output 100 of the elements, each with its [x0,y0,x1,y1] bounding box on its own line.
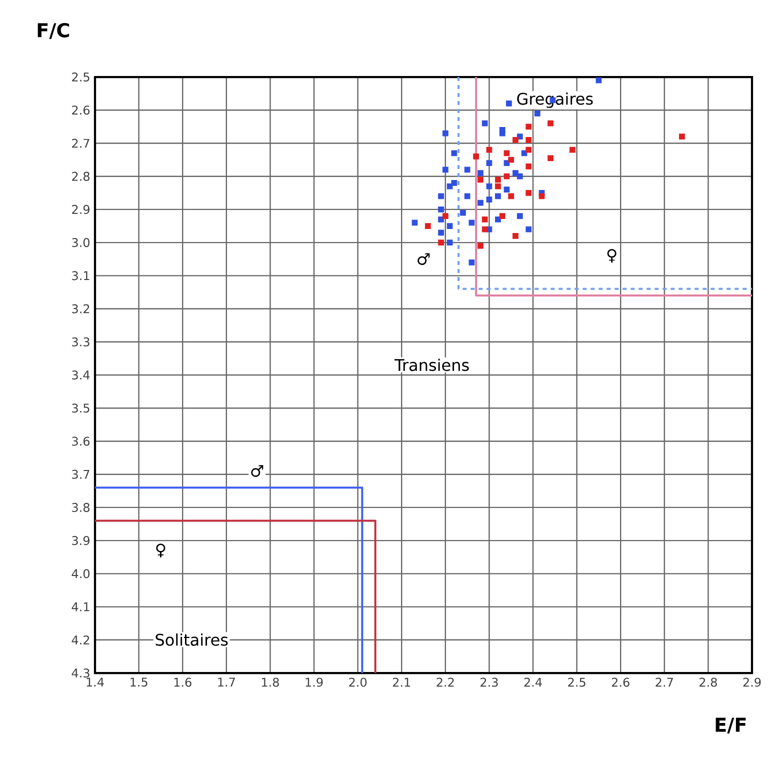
point [482,226,488,232]
x-tick-label: 1.5 [130,678,148,687]
point [438,240,444,246]
point [526,226,532,232]
x-tick-label: 1.8 [262,678,279,687]
point [438,206,444,212]
annotation: ♀ [156,544,166,558]
y-tick-label: 2.8 [72,172,90,181]
y-tick-label: 2.7 [72,138,90,148]
point [478,200,484,206]
y-tick-label: 2.6 [72,106,90,115]
point [442,166,448,173]
y-tick-label: 3.8 [72,502,90,512]
point [446,223,453,229]
point [446,183,453,190]
x-tick-label: 2.1 [392,678,410,687]
point [495,183,501,190]
x-tick-label: 2.8 [700,678,717,687]
y-tick-label: 4.0 [72,569,90,578]
x-tick-label: 2.0 [349,678,367,687]
point [526,124,532,130]
x-tick-label: 2.5 [568,678,586,687]
point [538,193,545,200]
point [534,110,540,116]
point [473,154,479,160]
point [451,150,458,156]
point [678,134,685,140]
point [451,180,458,186]
y-tick-label: 3.1 [72,271,90,280]
y-tick-label: 3.0 [72,238,90,248]
point [512,170,518,176]
point [442,213,448,220]
point [512,136,518,143]
x-tick-label: 1.4 [86,678,104,686]
annotation: Gregaires [517,92,593,108]
point [486,196,492,202]
point [512,233,518,239]
annotation: Solitaires [156,633,228,646]
point [482,120,488,126]
point [486,183,492,190]
annotation: Transiens [394,358,469,372]
annotation: ♂ [418,253,430,265]
point [464,193,470,200]
point [438,193,444,200]
point [508,156,514,163]
point [482,216,488,222]
x-tick-label: 1.6 [174,678,192,687]
point [526,146,532,153]
x-axis-title: E/F [716,718,746,734]
point [516,213,523,220]
x-tick-label: 2.7 [656,678,673,687]
point [460,210,466,216]
point [478,242,484,249]
point [464,166,470,173]
point [506,100,512,106]
point [596,77,602,84]
point [508,193,514,200]
point [412,220,418,226]
x-tick-label: 2.2 [436,678,454,687]
y-tick-label: 3.4 [72,370,90,380]
y-tick-label: 4.1 [72,602,90,612]
y-tick-label: 2.9 [72,204,90,214]
point [495,193,501,200]
point [548,120,554,126]
point [424,223,431,229]
point [526,190,532,196]
point [504,150,510,156]
point [504,186,510,193]
y-axis-title: F/C [38,22,70,39]
point [495,216,501,222]
point [486,160,492,166]
y-tick-label: 2.5 [72,72,90,82]
y-tick-label: 3.5 [72,404,90,413]
point [526,136,532,143]
annotation: ♂ [251,465,264,477]
point [446,240,453,246]
point [526,163,532,170]
x-tick-label: 2.6 [612,678,630,687]
point [478,170,484,176]
point [438,216,444,222]
point [499,213,506,220]
y-tick-label: 4.2 [72,635,90,644]
y-tick-label: 3.2 [72,304,90,314]
point [486,146,492,153]
x-tick-label: 2.4 [524,678,542,687]
point [478,176,484,183]
point [468,220,475,226]
point [548,155,554,162]
point [468,259,475,266]
x-tick-label: 1.7 [218,678,235,686]
y-tick-label: 3.6 [72,436,90,446]
point [516,173,523,180]
x-tick-label: 2.3 [480,678,498,687]
point [495,176,501,183]
annotation: ♀ [607,248,616,263]
y-tick-label: 3.9 [72,536,90,546]
y-tick-label: 4.3 [72,668,90,678]
point [499,130,506,136]
x-tick-label: 2.9 [743,678,761,687]
point [569,146,576,153]
